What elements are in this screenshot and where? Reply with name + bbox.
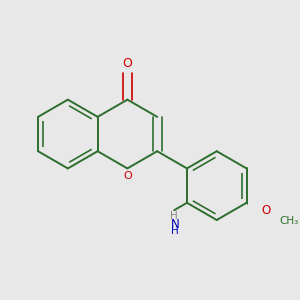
Text: O: O xyxy=(262,204,271,217)
Text: CH₃: CH₃ xyxy=(280,216,299,226)
Text: O: O xyxy=(122,57,132,70)
Text: O: O xyxy=(123,171,132,181)
Text: H: H xyxy=(171,226,179,236)
Text: N: N xyxy=(170,218,179,231)
Text: H: H xyxy=(170,212,178,221)
